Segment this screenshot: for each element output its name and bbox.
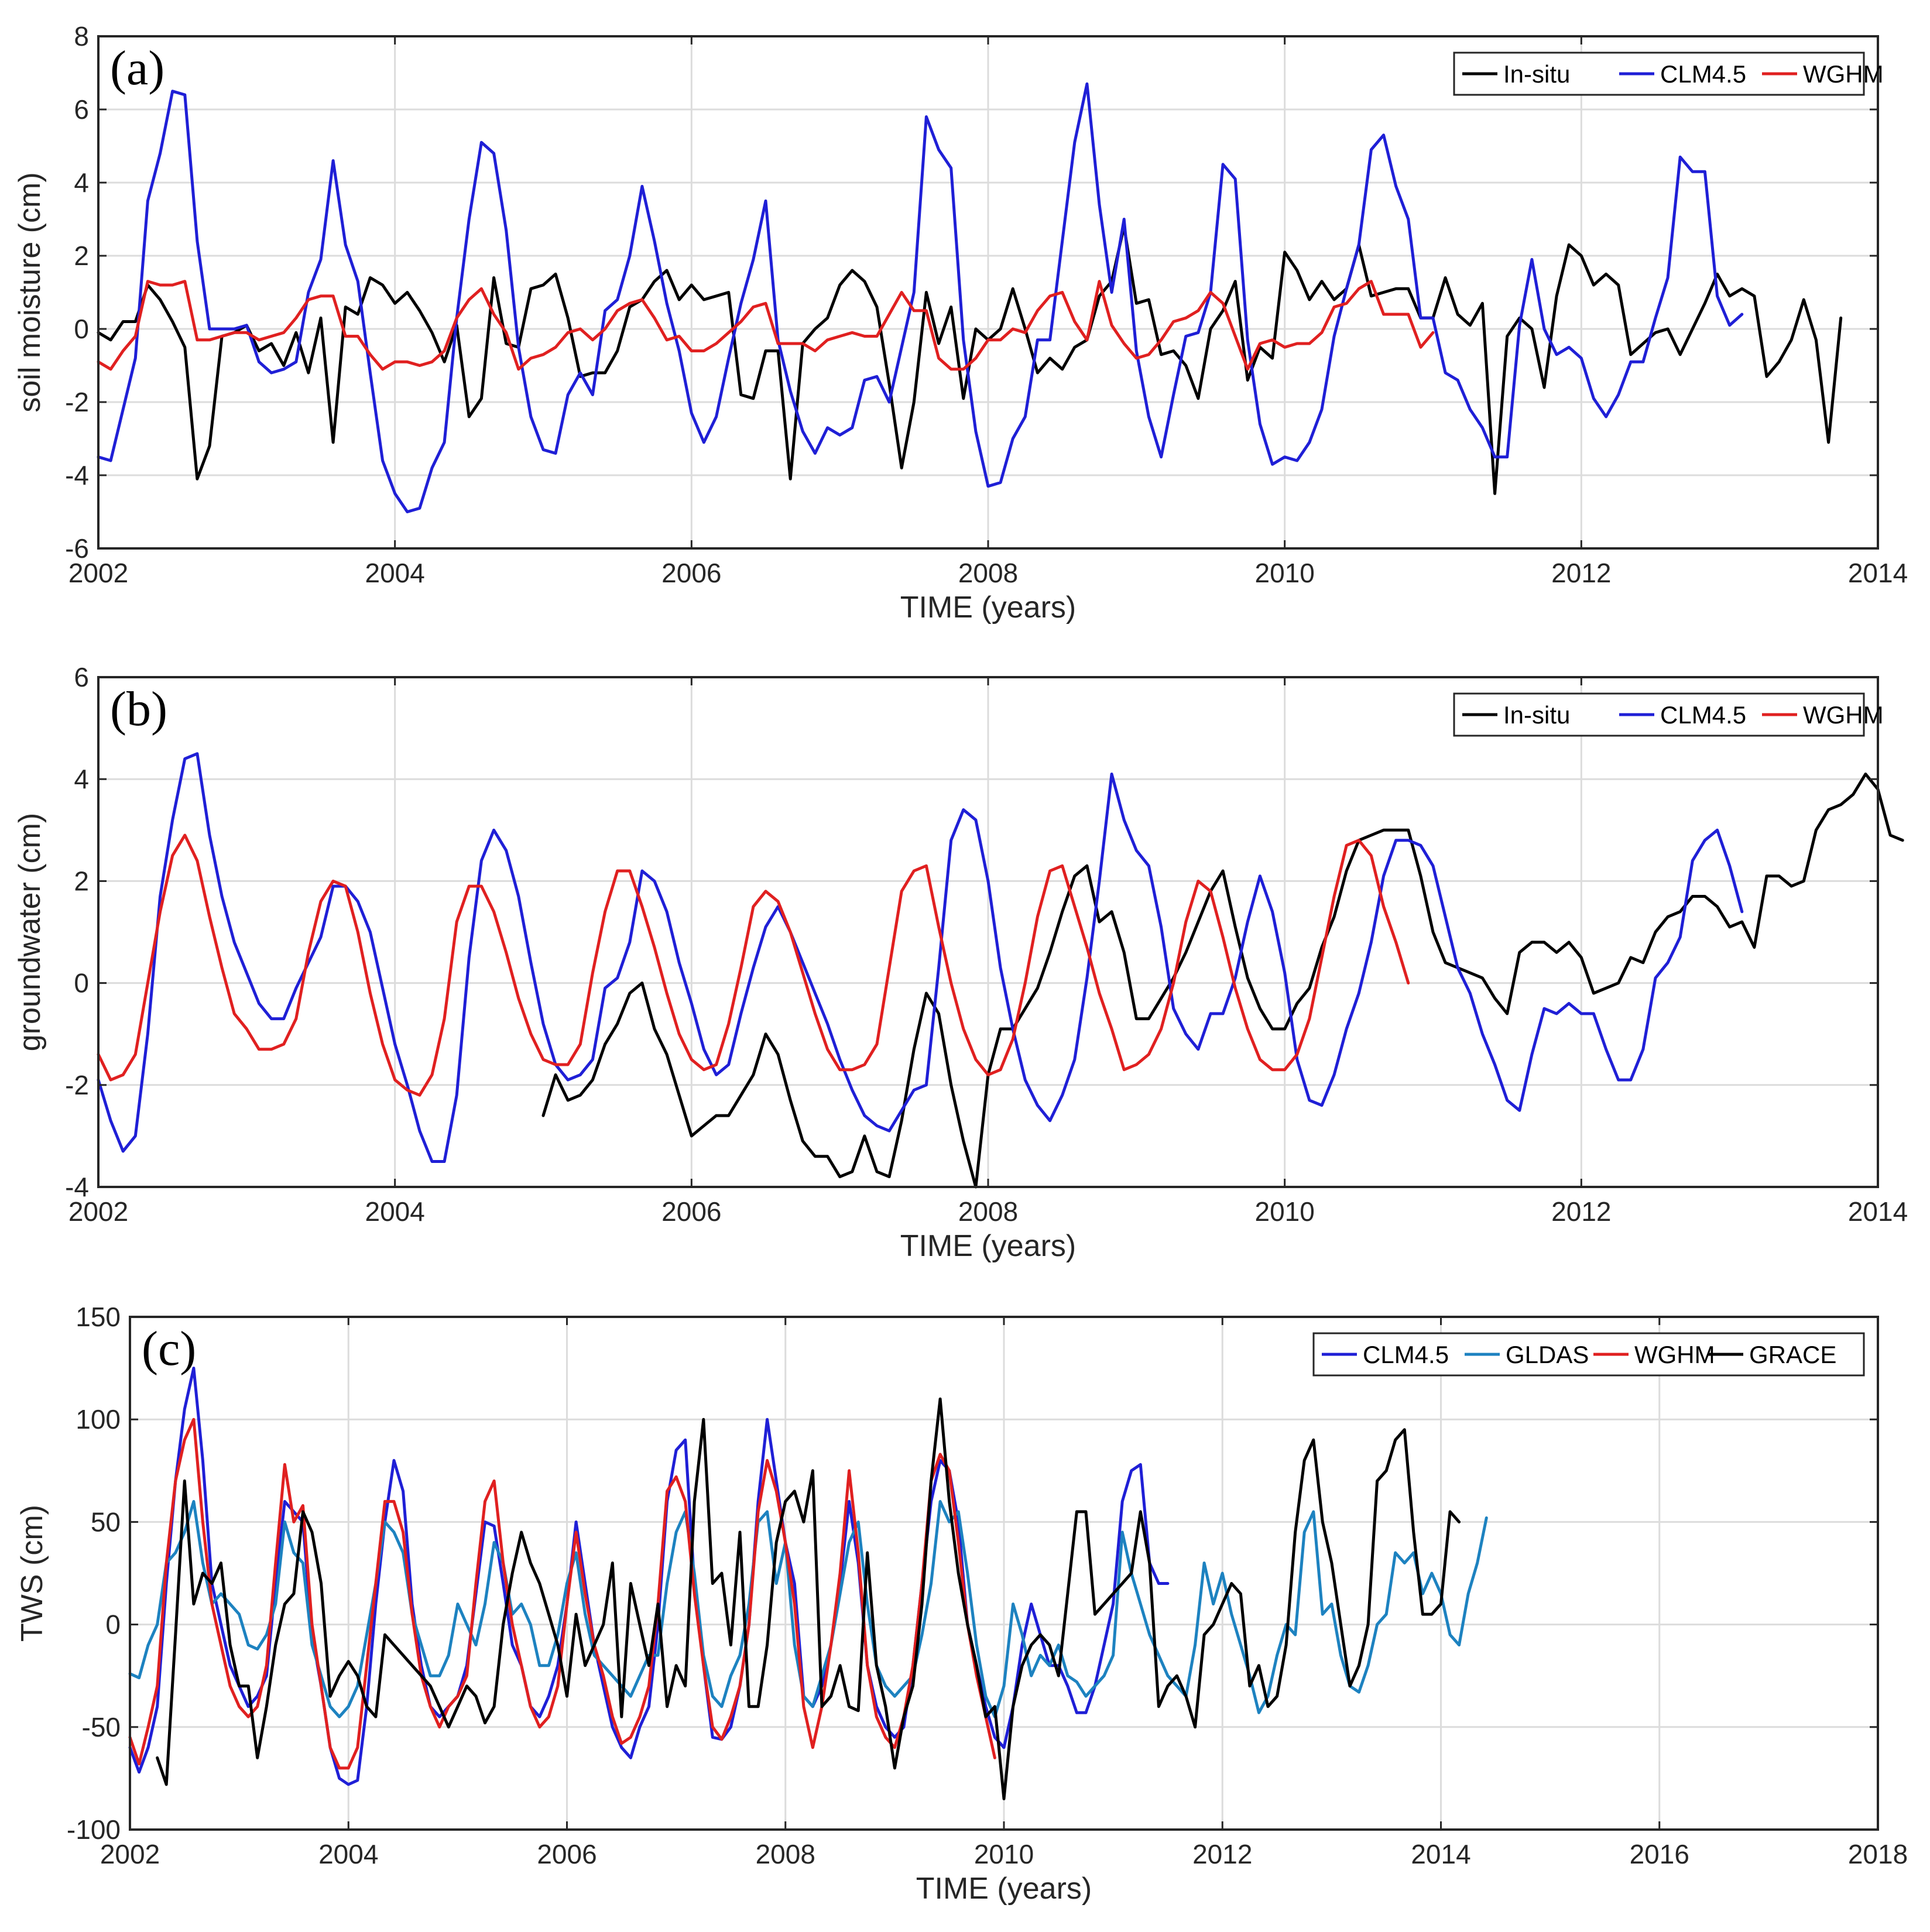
x-tick-label: 2002 (68, 558, 128, 588)
legend-entry: WGHM (1803, 60, 1884, 88)
panel-label: (b) (110, 682, 167, 736)
panel-label: (c) (142, 1322, 196, 1376)
y-tick-label: 8 (74, 21, 89, 52)
y-axis-label: groundwater (cm) (13, 813, 47, 1051)
series-line-gldas (128, 1499, 1488, 1718)
legend-box (1453, 52, 1865, 96)
x-tick-label: 2004 (365, 1196, 424, 1227)
y-tick-label: 6 (74, 94, 89, 125)
x-tick-label: 2012 (1192, 1839, 1252, 1869)
x-tick-label: 2010 (1254, 558, 1314, 588)
y-tick-label: -4 (65, 1172, 89, 1202)
panel-a: 2002 2004 2006 2008 2010 2012 2014 -6 -4 -2 0 2 4 6 8 T… (13, 21, 1908, 624)
legend-entry: CLM4.5 (1363, 1341, 1449, 1368)
y-tick-label: 150 (76, 1302, 121, 1332)
legend-entry: CLM4.5 (1660, 60, 1746, 88)
x-axis-label: TIME (years) (900, 591, 1076, 624)
series-line-wghm (97, 280, 1435, 371)
y-axis-label: TWS (cm) (15, 1505, 49, 1642)
y-tick-label: 4 (74, 167, 89, 198)
x-tick-label: 2012 (1551, 1196, 1611, 1227)
legend: CLM4.5 GLDAS WGHM GRACE (1312, 1332, 1865, 1377)
y-tick-label: -4 (65, 460, 89, 490)
legend-entry: In-situ (1503, 60, 1570, 88)
x-tick-label: 2004 (365, 558, 424, 588)
y-tick-label: 0 (74, 968, 89, 998)
legend-entry: GRACE (1749, 1341, 1836, 1368)
legend-box (1312, 1332, 1865, 1377)
x-tick-label: 2008 (958, 1196, 1018, 1227)
series-line-wghm (97, 833, 1410, 1097)
legend-entry: WGHM (1634, 1341, 1715, 1368)
y-tick-label: -100 (67, 1814, 121, 1845)
x-tick-label: 2010 (974, 1839, 1034, 1869)
y-tick-label: -2 (65, 387, 89, 417)
legend: In-situ CLM4.5 WGHM (1453, 52, 1884, 96)
y-tick-label: 6 (74, 662, 89, 692)
series-line-wghm (128, 1418, 996, 1770)
series-line-clm4-5 (97, 82, 1744, 513)
x-tick-label: 2010 (1254, 1196, 1314, 1227)
x-tick-label: 2012 (1551, 558, 1611, 588)
y-tick-label: 50 (91, 1507, 121, 1537)
y-tick-label: 0 (105, 1610, 121, 1640)
y-tick-label: 0 (74, 314, 89, 344)
y-tick-label: -50 (82, 1712, 121, 1742)
x-tick-label: 2014 (1848, 558, 1908, 588)
x-tick-label: 2006 (661, 558, 721, 588)
series-line-clm4-5 (97, 752, 1744, 1163)
panel-label: (a) (110, 41, 164, 95)
x-tick-label: 2018 (1848, 1839, 1908, 1869)
y-tick-label: -6 (65, 533, 89, 564)
y-tick-label: 100 (76, 1404, 121, 1435)
y-tick-label: -2 (65, 1070, 89, 1100)
x-tick-label: 2014 (1848, 1196, 1908, 1227)
panel-b: 2002 2004 2006 2008 2010 2012 2014 -4 -2 0 2 4 6 TIME… (13, 662, 1908, 1263)
series-line-in-situ (97, 225, 1843, 495)
x-tick-label: 2004 (318, 1839, 378, 1869)
y-axis-label: soil moisture (cm) (13, 172, 47, 412)
legend-entry: GLDAS (1506, 1341, 1589, 1368)
x-tick-label: 2006 (537, 1839, 597, 1869)
x-axis-label: TIME (years) (900, 1229, 1076, 1263)
y-tick-label: 2 (74, 866, 89, 896)
y-tick-label: 4 (74, 764, 89, 794)
y-tick-label: 2 (74, 241, 89, 271)
x-tick-label: 2006 (661, 1196, 721, 1227)
x-tick-label: 2002 (100, 1839, 160, 1869)
x-tick-label: 2008 (958, 558, 1018, 588)
legend-entry: WGHM (1803, 701, 1884, 729)
x-axis-label: TIME (years) (916, 1872, 1092, 1906)
legend-entry: In-situ (1503, 701, 1570, 729)
series-line-in-situ (541, 773, 1904, 1189)
x-tick-label: 2002 (68, 1196, 128, 1227)
x-tick-label: 2016 (1630, 1839, 1689, 1869)
series-line-grace (156, 1397, 1461, 1800)
x-tick-label: 2014 (1411, 1839, 1470, 1869)
legend: In-situ CLM4.5 WGHM (1453, 692, 1884, 737)
legend-entry: CLM4.5 (1660, 701, 1746, 729)
panel-c: 2002 2004 2006 2008 2010 2012 2014 2016 2018 -100… (15, 1302, 1908, 1906)
x-tick-label: 2008 (756, 1839, 815, 1869)
